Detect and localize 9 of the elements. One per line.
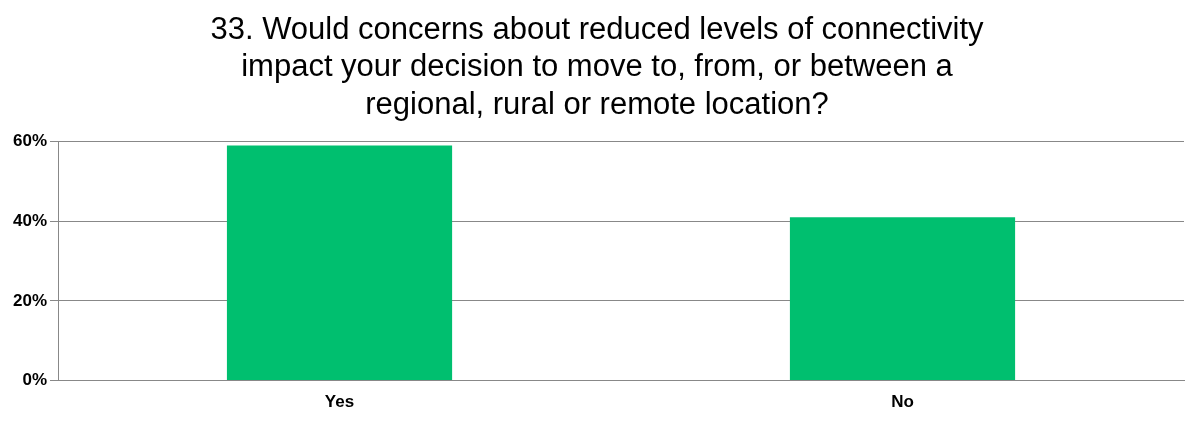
y-tick-label: 60% — [12, 131, 48, 151]
y-tick-label: 40% — [12, 210, 48, 230]
text: regional, rural or remote location? — [365, 85, 829, 121]
text: 33. Would concerns about reduced levels of connectivity — [210, 11, 984, 47]
x-tick-label: No — [891, 392, 914, 412]
text: impact your decision to move to, from, or between a — [241, 48, 953, 84]
y-tick-label: 20% — [12, 290, 48, 310]
y-tick-label: 0% — [22, 370, 48, 390]
x-tick-label: Yes — [324, 392, 355, 412]
